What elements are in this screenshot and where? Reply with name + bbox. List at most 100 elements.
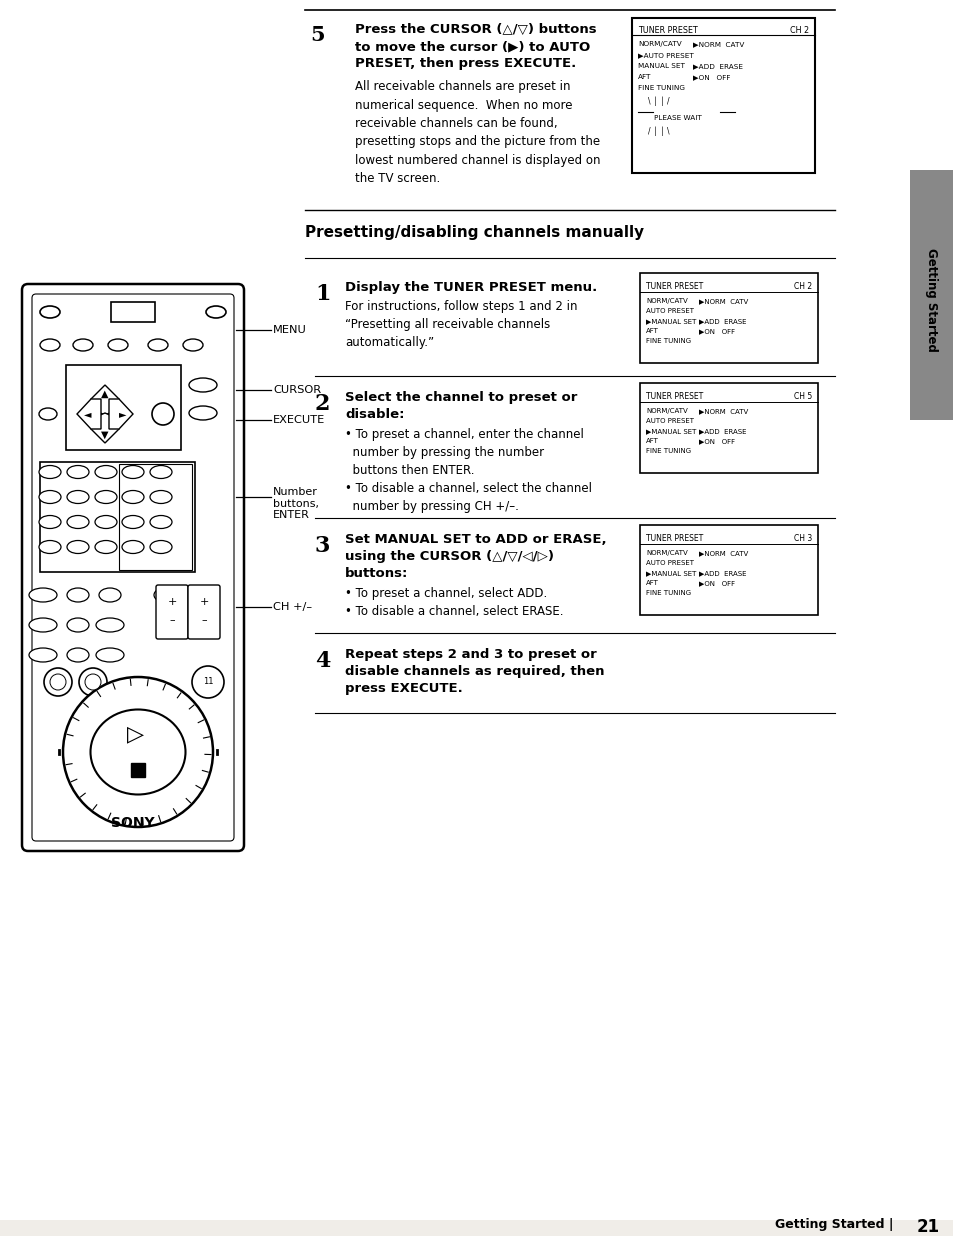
Bar xyxy=(40,462,194,572)
Text: –: – xyxy=(169,616,174,625)
Ellipse shape xyxy=(95,466,117,478)
Text: NORM/CATV: NORM/CATV xyxy=(645,298,687,304)
Text: NORM/CATV: NORM/CATV xyxy=(645,408,687,414)
Text: ▲: ▲ xyxy=(101,389,109,399)
Text: TUNER PRESET: TUNER PRESET xyxy=(645,392,702,400)
Text: 4: 4 xyxy=(314,650,330,672)
Text: 11: 11 xyxy=(203,676,213,686)
Bar xyxy=(111,302,154,323)
Text: ▷: ▷ xyxy=(128,724,145,744)
Bar xyxy=(639,525,817,616)
Ellipse shape xyxy=(39,466,61,478)
Ellipse shape xyxy=(108,339,128,351)
Ellipse shape xyxy=(96,648,124,662)
Text: ▶NORM  CATV: ▶NORM CATV xyxy=(699,298,747,304)
Ellipse shape xyxy=(39,540,61,554)
Text: PLEASE WAIT: PLEASE WAIT xyxy=(654,115,701,121)
Text: ▶MANUAL SET: ▶MANUAL SET xyxy=(645,318,696,324)
Text: Press the CURSOR (△/▽) buttons: Press the CURSOR (△/▽) buttons xyxy=(355,23,596,36)
Ellipse shape xyxy=(122,466,144,478)
Text: disable:: disable: xyxy=(345,408,404,421)
Text: AFT: AFT xyxy=(645,580,659,586)
Text: CURSOR: CURSOR xyxy=(273,384,321,396)
Ellipse shape xyxy=(29,648,57,662)
Text: ▶NORM  CATV: ▶NORM CATV xyxy=(699,550,747,556)
Text: CH 2: CH 2 xyxy=(789,26,808,35)
Text: ▶ADD  ERASE: ▶ADD ERASE xyxy=(699,570,745,576)
Polygon shape xyxy=(109,399,132,429)
Text: AFT: AFT xyxy=(645,438,659,444)
Ellipse shape xyxy=(150,466,172,478)
Text: ▶NORM  CATV: ▶NORM CATV xyxy=(699,408,747,414)
Text: 21: 21 xyxy=(916,1217,939,1236)
Text: TUNER PRESET: TUNER PRESET xyxy=(638,26,697,35)
Ellipse shape xyxy=(150,515,172,529)
Text: to move the cursor (▶) to AUTO: to move the cursor (▶) to AUTO xyxy=(355,40,590,53)
Ellipse shape xyxy=(39,491,61,503)
Text: FINE TUNING: FINE TUNING xyxy=(645,590,690,596)
Ellipse shape xyxy=(150,540,172,554)
Ellipse shape xyxy=(96,618,124,632)
Ellipse shape xyxy=(67,588,89,602)
Text: 3: 3 xyxy=(314,535,330,557)
Ellipse shape xyxy=(183,339,203,351)
Text: AFT: AFT xyxy=(645,328,659,334)
Text: CH +/–: CH +/– xyxy=(273,602,312,612)
Bar xyxy=(631,19,814,173)
Ellipse shape xyxy=(40,307,60,318)
Ellipse shape xyxy=(99,588,121,602)
Text: Repeat steps 2 and 3 to preset or: Repeat steps 2 and 3 to preset or xyxy=(345,648,597,661)
Text: EXECUTE: EXECUTE xyxy=(273,415,325,425)
Text: FINE TUNING: FINE TUNING xyxy=(645,337,690,344)
Ellipse shape xyxy=(39,408,57,420)
Ellipse shape xyxy=(189,587,216,603)
Ellipse shape xyxy=(67,515,89,529)
Text: Select the channel to preset or: Select the channel to preset or xyxy=(345,391,577,404)
Text: ▶NORM  CATV: ▶NORM CATV xyxy=(692,41,743,47)
Text: ▶ADD  ERASE: ▶ADD ERASE xyxy=(699,318,745,324)
Bar xyxy=(131,763,145,777)
Ellipse shape xyxy=(29,618,57,632)
Text: ▶ADD  ERASE: ▶ADD ERASE xyxy=(699,428,745,434)
Ellipse shape xyxy=(189,378,216,392)
Ellipse shape xyxy=(91,709,185,795)
Text: Getting Started |: Getting Started | xyxy=(774,1217,893,1231)
FancyBboxPatch shape xyxy=(188,585,220,639)
Ellipse shape xyxy=(67,466,89,478)
Text: All receivable channels are preset in
numerical sequence.  When no more
receivab: All receivable channels are preset in nu… xyxy=(355,80,599,185)
Ellipse shape xyxy=(95,515,117,529)
Text: disable channels as required, then: disable channels as required, then xyxy=(345,665,604,679)
Text: / │ │ \: / │ │ \ xyxy=(647,126,669,136)
Text: press EXECUTE.: press EXECUTE. xyxy=(345,682,462,695)
Text: ▶ON   OFF: ▶ON OFF xyxy=(692,74,730,80)
Text: AUTO PRESET: AUTO PRESET xyxy=(645,418,693,424)
Ellipse shape xyxy=(67,648,89,662)
Ellipse shape xyxy=(67,618,89,632)
FancyBboxPatch shape xyxy=(22,284,244,852)
Ellipse shape xyxy=(122,515,144,529)
Ellipse shape xyxy=(39,515,61,529)
Text: ▶ON   OFF: ▶ON OFF xyxy=(699,328,735,334)
Text: buttons:: buttons: xyxy=(345,567,408,580)
Text: ◄: ◄ xyxy=(84,409,91,419)
Ellipse shape xyxy=(148,339,168,351)
Polygon shape xyxy=(91,413,119,442)
Bar xyxy=(639,273,817,363)
Text: FINE TUNING: FINE TUNING xyxy=(645,447,690,454)
Ellipse shape xyxy=(153,587,182,603)
Polygon shape xyxy=(91,384,119,415)
Text: FINE TUNING: FINE TUNING xyxy=(638,85,684,91)
Ellipse shape xyxy=(67,491,89,503)
Circle shape xyxy=(63,677,213,827)
Text: Getting Started: Getting Started xyxy=(924,248,938,352)
Circle shape xyxy=(50,674,66,690)
Ellipse shape xyxy=(95,540,117,554)
Ellipse shape xyxy=(122,540,144,554)
Text: TUNER PRESET: TUNER PRESET xyxy=(645,282,702,290)
Ellipse shape xyxy=(29,588,57,602)
Text: ▶MANUAL SET: ▶MANUAL SET xyxy=(645,428,696,434)
Text: ▶AUTO PRESET: ▶AUTO PRESET xyxy=(638,52,693,58)
Ellipse shape xyxy=(122,491,144,503)
Circle shape xyxy=(152,403,173,425)
Text: AFT: AFT xyxy=(638,74,651,80)
